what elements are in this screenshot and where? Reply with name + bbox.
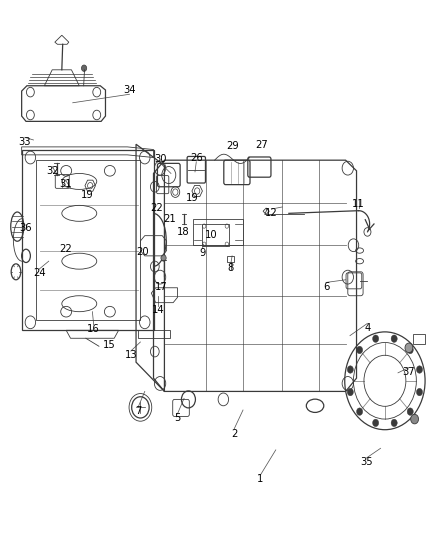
Circle shape [417,366,423,373]
Text: 22: 22 [59,245,72,254]
Text: 29: 29 [226,141,239,151]
Circle shape [347,366,353,373]
Text: 1: 1 [257,474,264,484]
Text: 6: 6 [323,282,329,292]
Circle shape [407,346,413,354]
Circle shape [391,419,397,426]
Text: 30: 30 [154,154,166,164]
Text: 2: 2 [231,429,237,439]
Text: 35: 35 [360,457,373,467]
Text: 21: 21 [164,214,177,224]
Text: 11: 11 [352,199,365,209]
Text: 22: 22 [151,203,163,213]
Circle shape [357,408,363,415]
Text: 4: 4 [364,322,371,333]
Text: 8: 8 [228,263,234,273]
Text: 14: 14 [152,305,164,315]
Text: 19: 19 [81,190,94,200]
Circle shape [405,343,413,353]
Text: 13: 13 [124,350,137,360]
Text: 5: 5 [174,413,181,423]
Text: 9: 9 [199,248,205,257]
Circle shape [417,389,423,396]
Text: 16: 16 [87,324,100,334]
Text: 26: 26 [190,152,203,163]
Text: 17: 17 [155,282,168,292]
Text: 24: 24 [33,269,46,278]
Circle shape [407,408,413,415]
Text: 15: 15 [102,340,115,350]
Text: 33: 33 [18,136,31,147]
Text: 18: 18 [177,227,190,237]
Text: 31: 31 [59,179,72,189]
Circle shape [373,419,379,426]
Circle shape [373,335,379,342]
Text: 20: 20 [136,247,149,256]
Text: 10: 10 [205,230,217,240]
Text: 32: 32 [46,166,59,176]
Circle shape [347,389,353,396]
Text: 19: 19 [186,193,198,204]
Text: 27: 27 [255,140,268,150]
Circle shape [357,346,363,354]
Text: 37: 37 [403,367,415,377]
Circle shape [391,335,397,342]
Circle shape [81,65,87,71]
Circle shape [161,255,166,261]
Text: 34: 34 [123,85,136,95]
Text: 12: 12 [265,208,278,219]
Text: 7: 7 [135,406,141,416]
Text: 36: 36 [20,223,32,233]
Circle shape [411,414,419,424]
